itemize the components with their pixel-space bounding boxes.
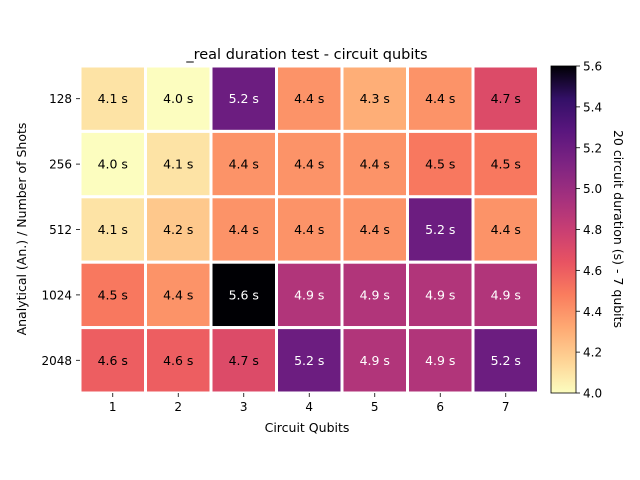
cell-value-label: 4.5 s	[491, 157, 521, 172]
cell-value-label: 5.2 s	[294, 353, 324, 368]
cell-value-label: 4.5 s	[425, 157, 455, 172]
cell-value-label: 4.9 s	[491, 287, 521, 302]
y-tick-label: 512	[49, 223, 72, 237]
heatmap-cell	[340, 129, 409, 199]
cell-value-label: 4.9 s	[360, 287, 390, 302]
y-tick-label: 1024	[41, 288, 72, 302]
cell-value-label: 4.9 s	[425, 353, 455, 368]
cell-value-label: 4.3 s	[360, 91, 390, 106]
heatmap-cells: 4.1 s 4.0 s 5.2 s 4.4 s 4.3 s 4.4 s 4.7 s 4.0 s…	[78, 64, 540, 395]
cell-value-label: 4.4 s	[425, 91, 455, 106]
cell-value-label: 4.7 s	[491, 91, 521, 106]
colorbar-tick-label: 5.6	[583, 60, 602, 74]
heatmap-cell	[144, 195, 213, 264]
heatmap-cell	[209, 129, 278, 199]
colorbar-tick-label: 4.6	[583, 264, 602, 278]
cell-value-label: 4.4 s	[491, 222, 521, 237]
cell-value-label: 5.2 s	[229, 91, 259, 106]
y-axis: 128 256 512 1024 2048	[41, 92, 80, 368]
chart-title: _real duration test - circuit qubits	[185, 47, 427, 63]
y-tick-label: 256	[49, 158, 72, 172]
x-tick-label: 2	[174, 400, 182, 414]
cell-value-label: 5.2 s	[491, 353, 521, 368]
colorbar-tick-label: 5.4	[583, 100, 602, 114]
x-tick-label: 4	[305, 400, 313, 414]
cell-value-label: 4.4 s	[360, 157, 390, 172]
cell-value-label: 4.4 s	[294, 222, 324, 237]
colorbar-label: 20 circuit duration (s) - 7 qubits	[611, 130, 626, 328]
cell-value-label: 5.2 s	[425, 222, 455, 237]
cell-value-label: 4.9 s	[294, 287, 324, 302]
cell-value-label: 4.7 s	[229, 353, 259, 368]
x-tick-label: 1	[109, 400, 117, 414]
heatmap-cell	[144, 260, 213, 330]
colorbar-tick-label: 4.0	[583, 387, 602, 401]
x-axis-label: Circuit Qubits	[265, 420, 350, 435]
x-tick-label: 3	[240, 400, 248, 414]
cell-value-label: 4.4 s	[163, 287, 193, 302]
y-tick-label: 2048	[41, 354, 72, 368]
x-tick-label: 6	[436, 400, 444, 414]
heatmap-cell	[340, 195, 409, 264]
colorbar-tick-label: 5.2	[583, 141, 602, 155]
colorbar-tick-label: 4.2	[583, 346, 602, 360]
cell-value-label: 4.1 s	[163, 157, 193, 172]
heatmap-cell	[78, 326, 147, 395]
cell-value-label: 4.4 s	[294, 91, 324, 106]
cell-value-label: 4.5 s	[98, 287, 128, 302]
heatmap-cell	[406, 260, 475, 330]
cell-value-label: 4.6 s	[163, 353, 193, 368]
cell-value-label: 4.4 s	[360, 222, 390, 237]
colorbar-tick-label: 4.8	[583, 223, 602, 237]
colorbar: 4.0 4.2 4.4 4.6 4.8 5.0 5.2 5.4 5.6	[550, 60, 602, 401]
cell-value-label: 4.4 s	[294, 157, 324, 172]
colorbar-tick-label: 5.0	[583, 182, 602, 196]
x-axis: 1 2 3 4 5 6 7	[109, 393, 510, 414]
colorbar-gradient	[550, 65, 577, 394]
cell-value-label: 5.6 s	[229, 287, 259, 302]
y-axis-label: Analytical (An.) / Number of Shots	[14, 123, 29, 336]
cell-value-label: 4.1 s	[98, 91, 128, 106]
x-tick-label: 5	[371, 400, 379, 414]
heatmap-cell	[209, 326, 278, 395]
y-tick-label: 128	[49, 92, 72, 106]
cell-value-label: 4.4 s	[229, 157, 259, 172]
cell-value-label: 4.6 s	[98, 353, 128, 368]
cell-value-label: 4.9 s	[425, 287, 455, 302]
cell-value-label: 4.2 s	[163, 222, 193, 237]
heatmap-cell	[406, 195, 475, 264]
x-tick-label: 7	[502, 400, 510, 414]
heatmap-cell	[209, 195, 278, 264]
colorbar-tick-label: 4.4	[583, 305, 602, 319]
cell-value-label: 4.0 s	[163, 91, 193, 106]
cell-value-label: 4.1 s	[98, 222, 128, 237]
cell-value-label: 4.0 s	[98, 157, 128, 172]
cell-value-label: 4.9 s	[360, 353, 390, 368]
cell-value-label: 4.4 s	[229, 222, 259, 237]
